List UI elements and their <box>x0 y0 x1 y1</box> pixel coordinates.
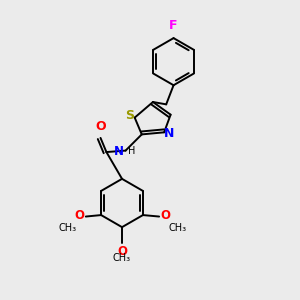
Text: CH₃: CH₃ <box>169 223 187 233</box>
Text: CH₃: CH₃ <box>113 253 131 263</box>
Text: O: O <box>160 209 170 223</box>
Text: O: O <box>75 209 85 223</box>
Text: O: O <box>95 120 106 133</box>
Text: O: O <box>117 244 127 257</box>
Text: CH₃: CH₃ <box>58 223 76 233</box>
Text: N: N <box>164 127 175 140</box>
Text: N: N <box>114 145 124 158</box>
Text: H: H <box>128 146 135 156</box>
Text: S: S <box>125 109 134 122</box>
Text: F: F <box>169 19 178 32</box>
